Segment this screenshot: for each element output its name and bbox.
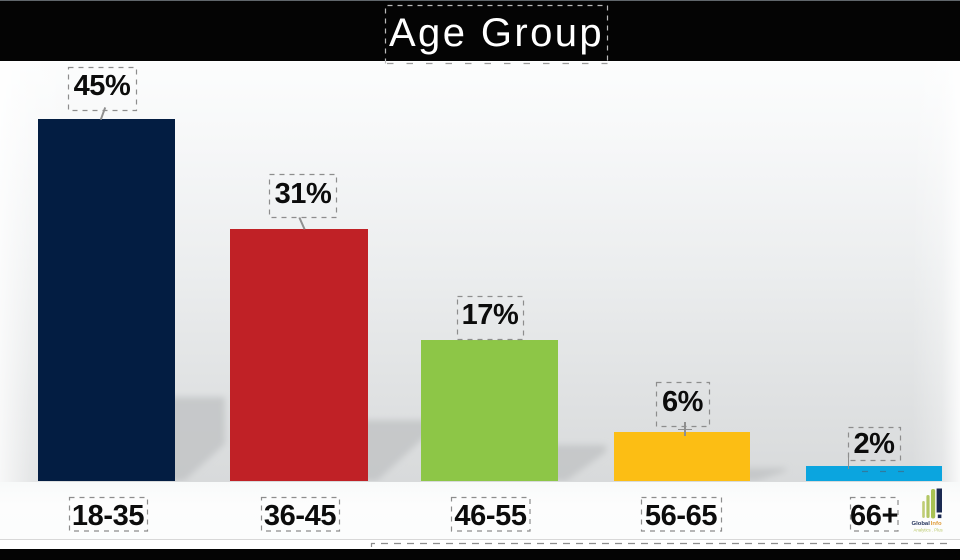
svg-text:Analytics . Plus: Analytics . Plus xyxy=(914,527,943,532)
svg-text:Global: Global xyxy=(912,521,931,527)
svg-text:Info: Info xyxy=(931,521,942,527)
